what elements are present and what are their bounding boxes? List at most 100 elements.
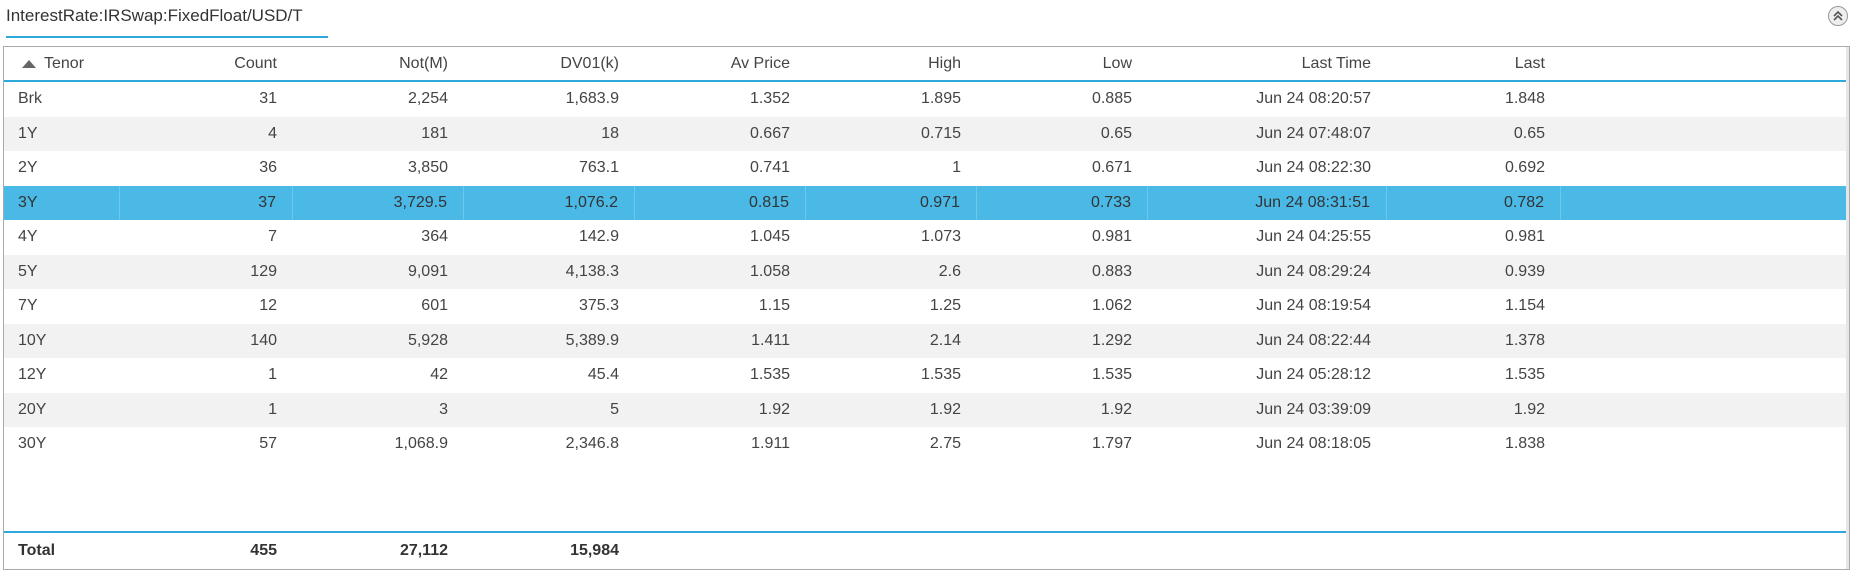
table-row[interactable]: 2Y 36 3,850 763.1 0.741 1 0.671 Jun 24 08:22:30…: [4, 151, 1849, 186]
cell-low: 0.65: [977, 117, 1148, 152]
cell-value-tenor: 20Y: [18, 400, 47, 418]
cell-low: 1.062: [977, 289, 1148, 324]
column-header-av-price[interactable]: Av Price: [635, 47, 806, 80]
cell-notional: 42: [293, 358, 464, 393]
cell-low: 0.981: [977, 220, 1148, 255]
cell-notional: 9,091: [293, 255, 464, 290]
cell-value-high: 2.75: [929, 435, 961, 453]
cell-value-last: 1.535: [1504, 366, 1545, 384]
table-row[interactable]: 20Y 1 3 5 1.92 1.92 1.92 Jun 24 03:39:09 1.92: [4, 392, 1849, 428]
table-row[interactable]: Brk 31 2,254 1,683.9 1.352 1.895 0.885 Jun 24 0…: [4, 82, 1849, 117]
cell-value-notional: 3,729.5: [393, 193, 447, 211]
cell-last: 1.154: [1387, 289, 1561, 324]
cell-value-last: 0.939: [1504, 262, 1545, 280]
cell-last: 1.838: [1387, 427, 1561, 462]
column-header-label-low: Low: [1102, 54, 1132, 72]
cell-last: 0.981: [1387, 220, 1561, 255]
cell-high: 1.25: [806, 289, 977, 324]
table-row[interactable]: 5Y 129 9,091 4,138.3 1.058 2.6 0.883 Jun 24 08:…: [4, 254, 1849, 290]
cell-tenor: 3Y: [4, 185, 120, 220]
cell-value-av-price: 0.815: [748, 193, 789, 211]
cell-value-count: 57: [259, 435, 277, 453]
tenor-grid: Tenor Count Not(M) DV01(k) Av Price High Low La…: [3, 46, 1850, 570]
cell-value-last-time: Jun 24 08:19:54: [1256, 297, 1371, 315]
cell-value-tenor: 3Y: [18, 193, 38, 211]
table-row[interactable]: 3Y 37 3,729.5 1,076.2 0.815 0.971 0.733 Jun 24 …: [4, 185, 1849, 220]
cell-high: 2.75: [806, 427, 977, 462]
cell-low: 0.671: [977, 151, 1148, 186]
cell-value-high: 1.895: [920, 90, 961, 108]
cell-high: 2.6: [806, 255, 977, 290]
cell-value-last-time: Jun 24 08:31:51: [1255, 193, 1370, 211]
table-row[interactable]: 4Y 7 364 142.9 1.045 1.073 0.981 Jun 24 04:25:5…: [4, 220, 1849, 255]
cell-value-last-time: Jun 24 07:48:07: [1256, 124, 1371, 142]
cell-tenor: Brk: [4, 82, 120, 117]
vertical-scrollbar[interactable]: [1846, 47, 1849, 569]
column-header-label-last-time: Last Time: [1301, 54, 1371, 72]
cell-count: 37: [120, 185, 293, 220]
cell-av-price: 1.92: [635, 393, 806, 428]
cell-value-av-price: 1.058: [749, 262, 790, 280]
cell-last: 1.378: [1387, 324, 1561, 359]
cell-value-count: 37: [258, 193, 276, 211]
table-row[interactable]: 7Y 12 601 375.3 1.15 1.25 1.062 Jun 24 08:19:54…: [4, 289, 1849, 324]
cell-value-notional: 27,112: [399, 542, 448, 559]
cell-value-count: 12: [259, 297, 277, 315]
column-header-label-high: High: [928, 54, 961, 72]
column-header-low[interactable]: Low: [977, 47, 1148, 80]
cell-av-price: 1.352: [635, 82, 806, 117]
column-header-count[interactable]: Count: [120, 47, 293, 80]
cell-value-notional: 9,091: [407, 262, 448, 280]
cell-value-high: 1: [952, 159, 961, 177]
cell-value-last: 1.154: [1504, 297, 1545, 315]
cell-value-last-time: Jun 24 08:22:30: [1256, 159, 1371, 177]
cell-dv01: 1,683.9: [464, 82, 635, 117]
cell-value-last-time: Jun 24 03:39:09: [1256, 400, 1371, 418]
cell-value-last-time: Jun 24 08:18:05: [1256, 435, 1371, 453]
cell-value-high: 1.92: [929, 400, 961, 418]
cell-value-av-price: 1.15: [758, 297, 790, 315]
cell-notional: 27,112: [293, 533, 464, 569]
cell-notional: 3: [293, 393, 464, 428]
table-row[interactable]: 12Y 1 42 45.4 1.535 1.535 1.535 Jun 24 05:28:12…: [4, 358, 1849, 393]
cell-low: 0.883: [977, 255, 1148, 290]
cell-value-count: 1: [268, 366, 277, 384]
cell-last-time: Jun 24 04:25:55: [1148, 220, 1387, 255]
grid-tab[interactable]: InterestRate:IRSwap:FixedFloat/USD/T: [6, 0, 328, 38]
cell-last: 1.92: [1387, 393, 1561, 428]
column-header-tenor[interactable]: Tenor: [4, 47, 120, 80]
table-row[interactable]: 1Y 4 181 18 0.667 0.715 0.65 Jun 24 07:48:07 0.6…: [4, 116, 1849, 152]
cell-value-tenor: Brk: [18, 90, 42, 108]
column-header-last[interactable]: Last: [1387, 47, 1561, 80]
cell-av-price: 0.741: [635, 151, 806, 186]
table-row[interactable]: 10Y 140 5,928 5,389.9 1.411 2.14 1.292 Jun 24 0…: [4, 323, 1849, 359]
cell-av-price: 1.411: [635, 324, 806, 359]
cell-value-av-price: 1.911: [751, 435, 790, 453]
cell-value-low: 0.885: [1091, 90, 1132, 108]
cell-tenor: 12Y: [4, 358, 120, 393]
cell-high: 0.715: [806, 117, 977, 152]
column-header-high[interactable]: High: [806, 47, 977, 80]
column-header-label-count: Count: [234, 54, 277, 72]
cell-value-tenor: 7Y: [18, 297, 38, 315]
cell-count: 7: [120, 220, 293, 255]
cell-last-time: Jun 24 05:28:12: [1148, 358, 1387, 393]
column-header-notional[interactable]: Not(M): [293, 47, 464, 80]
cell-value-count: 1: [268, 400, 277, 418]
cell-low: 1.535: [977, 358, 1148, 393]
grid-body: Brk 31 2,254 1,683.9 1.352 1.895 0.885 Jun 24 0…: [4, 82, 1849, 462]
cell-value-low: 0.883: [1091, 262, 1132, 280]
column-header-dv01[interactable]: DV01(k): [464, 47, 635, 80]
cell-count: 36: [120, 151, 293, 186]
cell-value-last: 0.65: [1513, 124, 1545, 142]
cell-high: 1.073: [806, 220, 977, 255]
cell-value-notional: 181: [421, 124, 448, 142]
cell-value-low: 0.733: [1090, 193, 1131, 211]
sort-ascending-icon[interactable]: [22, 59, 36, 68]
cell-value-notional: 42: [430, 366, 448, 384]
table-row[interactable]: 30Y 57 1,068.9 2,346.8 1.911 2.75 1.797 Jun 24 …: [4, 427, 1849, 462]
grid-total-row: Total 455 27,112 15,984: [4, 531, 1849, 569]
collapse-button[interactable]: [1828, 6, 1848, 26]
column-header-last-time[interactable]: Last Time: [1148, 47, 1387, 80]
cell-value-count: 7: [268, 228, 277, 246]
